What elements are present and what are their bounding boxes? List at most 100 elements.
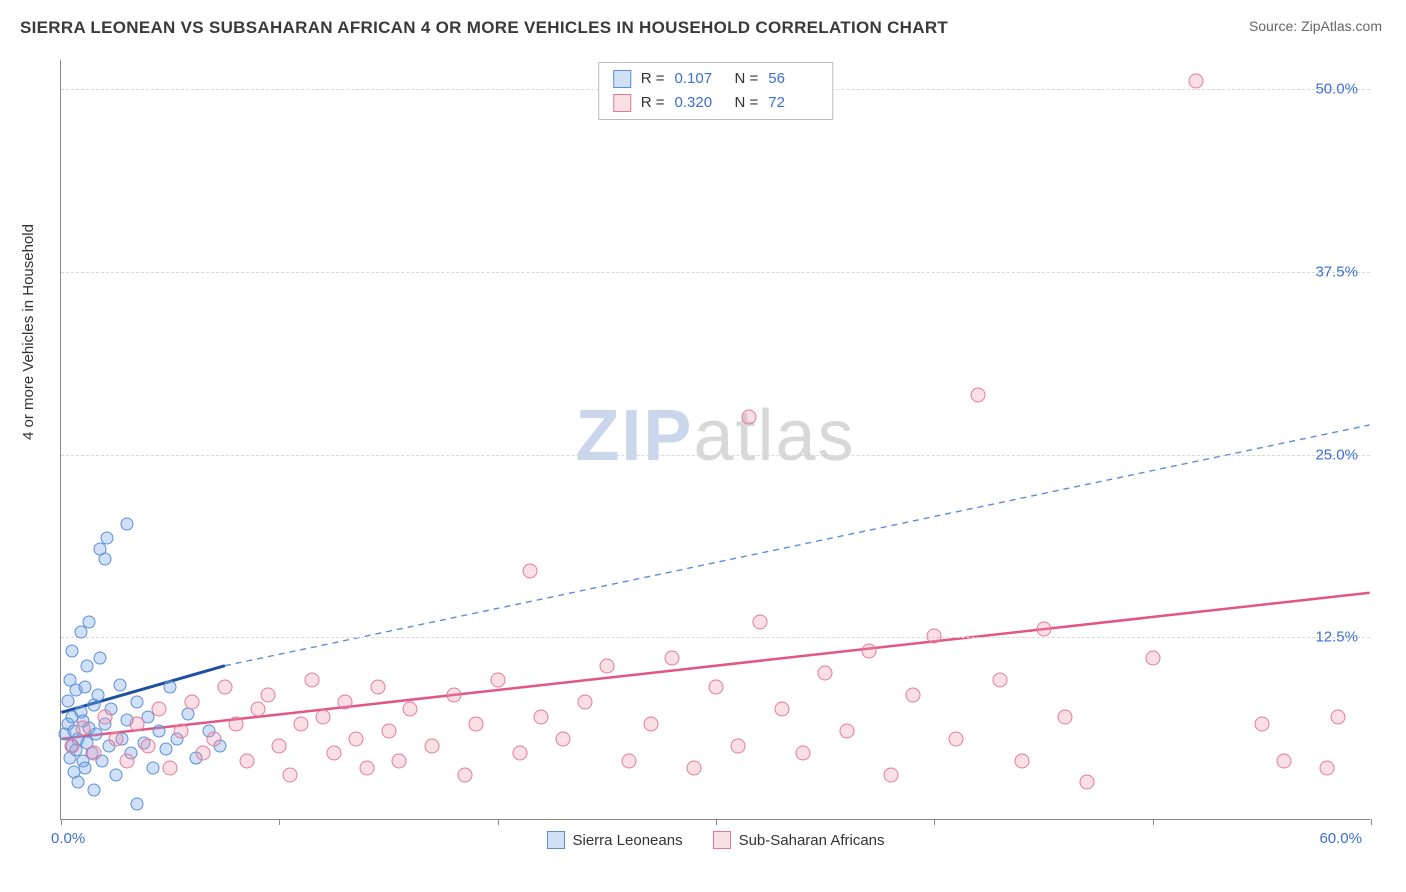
point-series-a (94, 652, 107, 665)
source-label: Source: ZipAtlas.com (1249, 18, 1382, 34)
point-series-b (294, 717, 309, 732)
point-series-b (457, 768, 472, 783)
series-b-label: Sub-Saharan Africans (739, 832, 885, 849)
point-series-b (556, 731, 571, 746)
chart-container: SIERRA LEONEAN VS SUBSAHARAN AFRICAN 4 O… (0, 0, 1406, 892)
point-series-b (316, 709, 331, 724)
point-series-a (79, 761, 92, 774)
point-series-b (643, 717, 658, 732)
point-series-b (283, 768, 298, 783)
point-series-b (392, 753, 407, 768)
x-tick (498, 819, 499, 825)
gridline-h (61, 455, 1370, 456)
point-series-a (87, 783, 100, 796)
n-value-b: 72 (768, 91, 818, 115)
y-tick-label: 37.5% (1315, 263, 1358, 280)
point-series-b (97, 709, 112, 724)
point-series-b (927, 629, 942, 644)
point-series-a (131, 798, 144, 811)
point-series-b (752, 614, 767, 629)
point-series-b (152, 702, 167, 717)
point-series-b (239, 753, 254, 768)
x-tick (934, 819, 935, 825)
chart-title: SIERRA LEONEAN VS SUBSAHARAN AFRICAN 4 O… (20, 18, 948, 38)
point-series-b (730, 738, 745, 753)
point-series-b (861, 643, 876, 658)
point-series-b (1036, 622, 1051, 637)
point-series-b (1276, 753, 1291, 768)
swatch-series-a-icon (547, 831, 565, 849)
point-series-a (72, 776, 85, 789)
point-series-b (337, 695, 352, 710)
point-series-b (206, 731, 221, 746)
point-series-b (141, 738, 156, 753)
legend-row-b: R = 0.320 N = 72 (613, 91, 819, 115)
point-series-b (687, 760, 702, 775)
y-tick-label: 12.5% (1315, 629, 1358, 646)
point-series-a (146, 761, 159, 774)
point-series-a (159, 742, 172, 755)
point-series-a (74, 625, 87, 638)
y-tick-label: 25.0% (1315, 446, 1358, 463)
point-series-b (905, 687, 920, 702)
point-series-b (1014, 753, 1029, 768)
swatch-series-a (613, 70, 631, 88)
point-series-b (195, 746, 210, 761)
point-series-a (98, 552, 111, 565)
point-series-b (992, 673, 1007, 688)
r-value-a: 0.107 (675, 67, 725, 91)
point-series-b (425, 738, 440, 753)
r-value-b: 0.320 (675, 91, 725, 115)
point-series-b (534, 709, 549, 724)
point-series-b (326, 746, 341, 761)
point-series-b (741, 410, 756, 425)
x-min-label: 0.0% (51, 830, 85, 847)
point-series-b (665, 651, 680, 666)
point-series-b (261, 687, 276, 702)
point-series-b (1331, 709, 1346, 724)
legend-correlation: R = 0.107 N = 56 R = 0.320 N = 72 (598, 62, 834, 120)
plot-area: ZIPatlas 12.5%25.0%37.5%50.0% R = 0.107 … (60, 60, 1370, 820)
point-series-b (403, 702, 418, 717)
point-series-a (109, 769, 122, 782)
point-series-b (250, 702, 265, 717)
legend-row-a: R = 0.107 N = 56 (613, 67, 819, 91)
point-series-b (228, 717, 243, 732)
point-series-a (131, 696, 144, 709)
point-series-b (381, 724, 396, 739)
point-series-b (512, 746, 527, 761)
point-series-b (119, 753, 134, 768)
series-a-label: Sierra Leoneans (573, 832, 683, 849)
point-series-a (153, 725, 166, 738)
point-series-b (709, 680, 724, 695)
point-series-a (83, 615, 96, 628)
point-series-b (468, 717, 483, 732)
point-series-b (370, 680, 385, 695)
legend-item-a: Sierra Leoneans (547, 831, 683, 849)
point-series-b (64, 738, 79, 753)
point-series-a (89, 728, 102, 741)
swatch-series-b (613, 94, 631, 112)
point-series-a (164, 681, 177, 694)
point-series-b (174, 724, 189, 739)
x-tick (1371, 819, 1372, 825)
point-series-b (1320, 760, 1335, 775)
point-series-b (578, 695, 593, 710)
x-tick (1153, 819, 1154, 825)
point-series-b (359, 760, 374, 775)
point-series-b (75, 721, 90, 736)
legend-series: Sierra Leoneans Sub-Saharan Africans (547, 831, 885, 849)
point-series-b (1145, 651, 1160, 666)
point-series-b (796, 746, 811, 761)
point-series-b (818, 665, 833, 680)
point-series-b (163, 760, 178, 775)
point-series-b (108, 731, 123, 746)
x-tick (716, 819, 717, 825)
point-series-b (272, 738, 287, 753)
point-series-b (523, 563, 538, 578)
point-series-a (120, 517, 133, 530)
point-series-b (130, 717, 145, 732)
point-series-b (185, 695, 200, 710)
point-series-b (1189, 73, 1204, 88)
point-series-a (113, 678, 126, 691)
